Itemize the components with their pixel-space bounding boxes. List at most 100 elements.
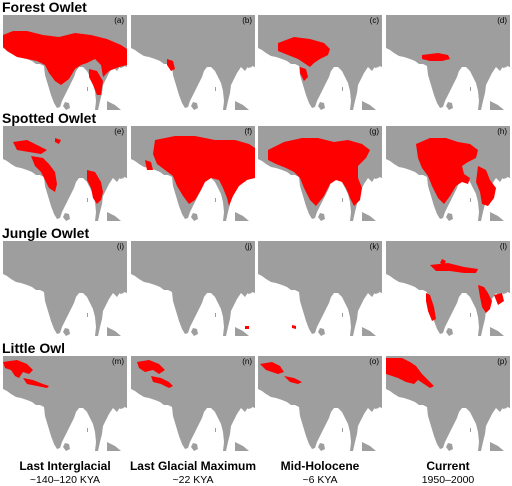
map-panel-jungle-owlet-mid-holocene: (k) (258, 241, 382, 336)
period-title-last-interglacial: Last Interglacial (19, 459, 111, 473)
landmass-shape (247, 64, 252, 68)
distribution-range-shape (476, 166, 496, 206)
landmass-shape (87, 313, 88, 317)
period-title-mid-holocene: Mid-Holocene (280, 459, 360, 473)
distribution-range-shape (245, 326, 249, 329)
distribution-range-shape (268, 138, 370, 206)
landmass-shape (119, 290, 124, 294)
panel-label: (f) (244, 127, 252, 136)
landmass-shape (362, 101, 376, 110)
period-subtitle-current: 1950–2000 (421, 474, 475, 486)
panel-label: (a) (114, 16, 124, 25)
landmass-shape (470, 198, 471, 202)
landmass-shape (63, 443, 70, 451)
map-panel-forest-owlet-last-glacial-maximum: (b) (131, 15, 255, 110)
landmass-shape (446, 328, 453, 336)
landmass-shape (247, 405, 252, 409)
landmass-shape (235, 442, 249, 451)
distribution-range-shape (386, 358, 434, 388)
map-spotted-owlet-last-interglacial (3, 126, 127, 221)
landmass-shape (191, 328, 198, 336)
landmass-shape (490, 212, 504, 221)
map-panel-little-owl-mid-holocene: (o) (258, 356, 382, 451)
distribution-range-shape (3, 31, 127, 85)
distribution-range-shape (3, 360, 33, 378)
map-panel-jungle-owlet-current: (l) (386, 241, 510, 336)
landmass-shape (490, 101, 504, 110)
landmass-shape (386, 15, 510, 110)
distribution-range-shape (260, 362, 284, 374)
landmass-shape (342, 428, 343, 432)
map-panel-forest-owlet-last-interglacial: (a) (3, 15, 127, 110)
panel-label: (g) (369, 127, 379, 136)
map-forest-owlet-last-glacial-maximum (131, 15, 255, 110)
map-panel-spotted-owlet-mid-holocene: (g) (258, 126, 382, 221)
map-spotted-owlet-current (386, 126, 510, 221)
distribution-range-shape (55, 138, 61, 144)
landmass-shape (446, 213, 453, 221)
landmass-shape (87, 198, 88, 202)
landmass-shape (374, 64, 379, 68)
panel-label: (i) (116, 242, 124, 251)
period-title-current: Current (426, 459, 470, 473)
distribution-range-shape (151, 376, 173, 388)
distribution-range-shape (145, 160, 153, 170)
landmass-shape (374, 290, 379, 294)
distribution-range-shape (153, 136, 255, 206)
row-title-little-owl: Little Owl (2, 340, 65, 356)
landmass-shape (470, 87, 471, 91)
landmass-shape (318, 213, 325, 221)
distribution-range-shape (416, 138, 478, 204)
landmass-shape (191, 213, 198, 221)
map-panel-little-owl-current: (p) (386, 356, 510, 451)
panel-label: (c) (369, 16, 379, 25)
landmass-shape (502, 290, 507, 294)
landmass-shape (63, 328, 70, 336)
landmass-shape (235, 101, 249, 110)
landmass-shape (107, 327, 121, 336)
landmass-shape (342, 87, 343, 91)
distribution-range-shape (167, 59, 175, 71)
landmass-shape (119, 175, 124, 179)
landmass-shape (247, 290, 252, 294)
row-title-jungle-owlet: Jungle Owlet (2, 225, 90, 241)
panel-label: (b) (242, 16, 252, 25)
landmass-shape (191, 443, 198, 451)
distribution-range-shape (440, 259, 446, 265)
map-panel-spotted-owlet-last-interglacial: (e) (3, 126, 127, 221)
distribution-range-shape (31, 156, 57, 192)
panel-label: (d) (497, 16, 507, 25)
map-little-owl-last-glacial-maximum (131, 356, 255, 451)
distribution-range-shape (430, 263, 478, 273)
map-panel-jungle-owlet-last-interglacial: (i) (3, 241, 127, 336)
landmass-shape (215, 313, 216, 317)
map-little-owl-current (386, 356, 510, 451)
landmass-shape (3, 356, 127, 451)
landmass-shape (131, 241, 255, 336)
map-forest-owlet-mid-holocene (258, 15, 382, 110)
row-title-spotted-owlet: Spotted Owlet (2, 110, 97, 126)
distribution-range-shape (13, 140, 47, 154)
landmass-shape (107, 442, 121, 451)
map-panel-forest-owlet-current: (d) (386, 15, 510, 110)
landmass-shape (63, 213, 70, 221)
row-title-forest-owlet: Forest Owlet (2, 0, 87, 15)
landmass-shape (235, 327, 249, 336)
landmass-shape (215, 198, 216, 202)
landmass-shape (87, 87, 88, 91)
landmass-shape (362, 327, 376, 336)
distribution-range-shape (292, 325, 296, 329)
landmass-shape (318, 443, 325, 451)
distribution-range-shape (422, 53, 450, 61)
distribution-range-shape (478, 285, 492, 313)
panel-label: (h) (497, 127, 507, 136)
panel-label: (m) (112, 357, 124, 366)
distribution-range-shape (426, 293, 436, 321)
landmass-shape (490, 442, 504, 451)
landmass-shape (502, 64, 507, 68)
landmass-shape (362, 442, 376, 451)
landmass-shape (3, 241, 127, 336)
map-little-owl-mid-holocene (258, 356, 382, 451)
map-jungle-owlet-current (386, 241, 510, 336)
distribution-range-shape (137, 360, 165, 374)
